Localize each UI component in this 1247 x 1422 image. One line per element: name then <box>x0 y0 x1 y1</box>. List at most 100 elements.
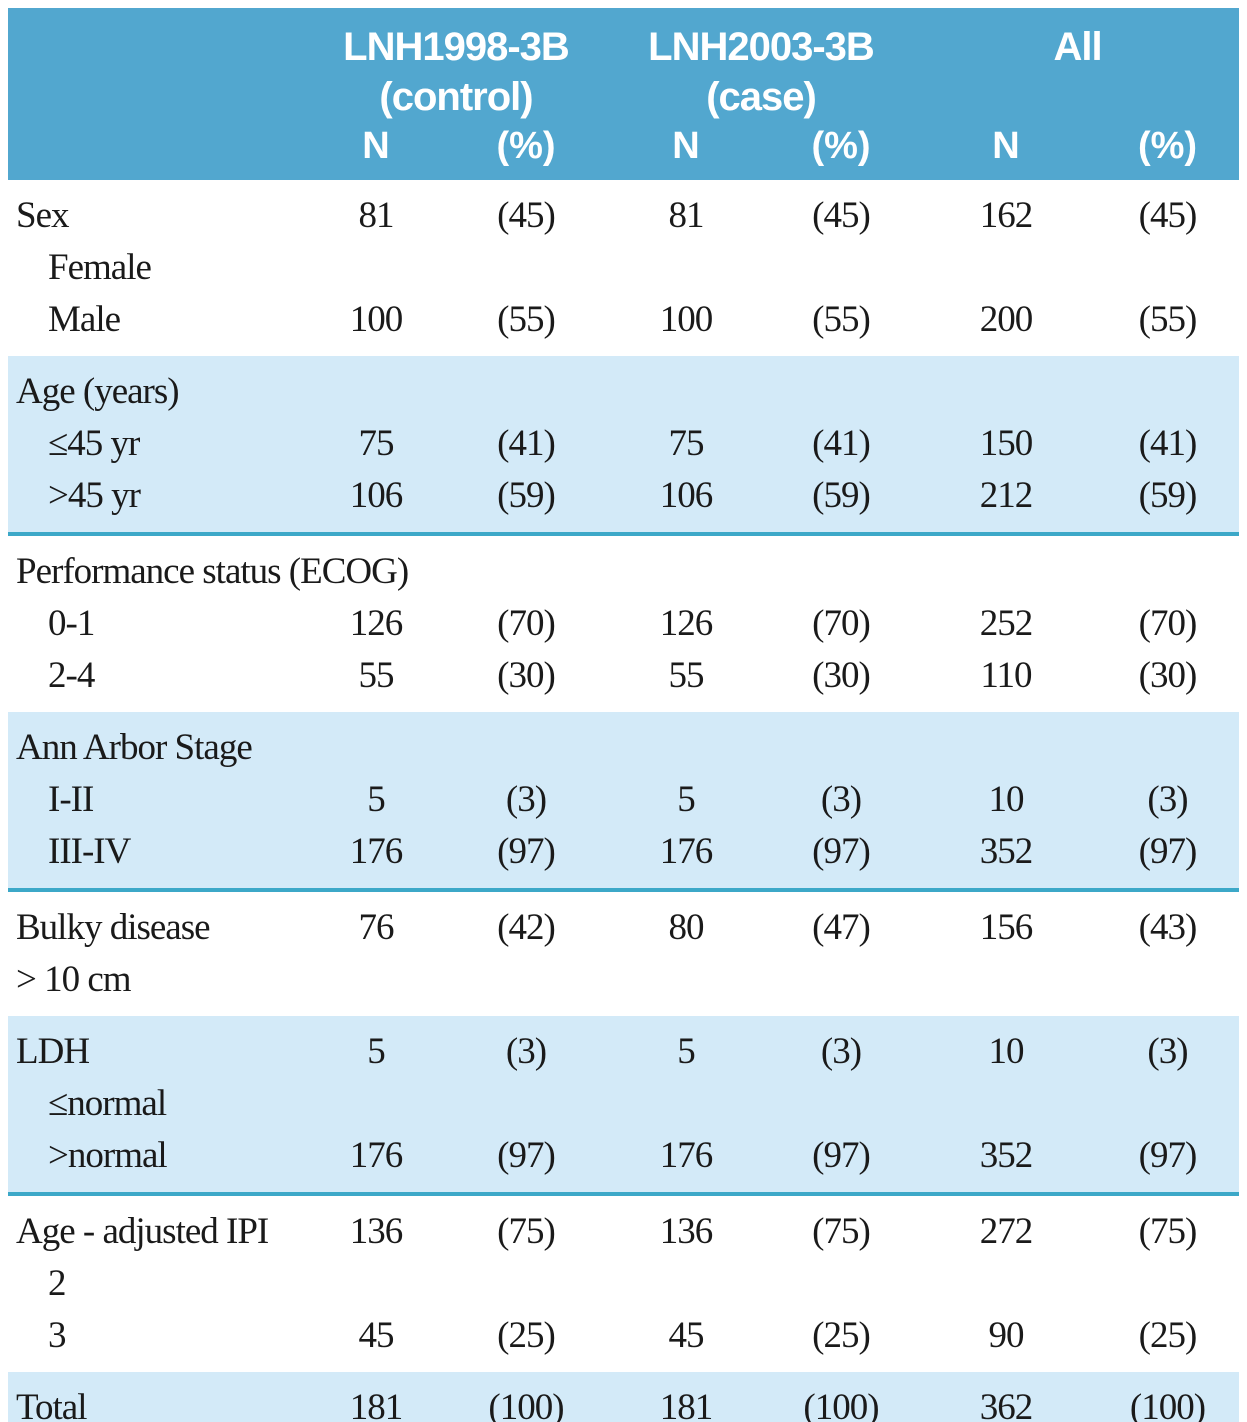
row-value-n: 176 <box>349 831 404 872</box>
col-header-n: N <box>992 125 1020 167</box>
row-value-pct: (30) <box>812 655 871 696</box>
row-value-pct <box>446 242 606 294</box>
row-value-pct: (70) <box>812 603 871 644</box>
row-value-n: 45 <box>358 1315 395 1356</box>
row-value-pct: (47) <box>812 907 871 948</box>
row-value-n <box>606 722 766 774</box>
row-value-n <box>606 1258 766 1310</box>
row-value-pct: (3) <box>1147 779 1188 820</box>
row-value-pct: (41) <box>1138 423 1198 464</box>
row-value-n: 176 <box>659 831 714 872</box>
row-label: Sex <box>16 195 70 236</box>
row-value-pct <box>766 1258 916 1310</box>
table-row: 2-4 55 (30) 55 (30) 110 (30) <box>8 650 1239 702</box>
header-spacer <box>8 72 306 122</box>
table-row: > 10 cm <box>8 954 1239 1006</box>
row-value-pct <box>766 1078 916 1130</box>
row-value-n <box>606 242 766 294</box>
table-section: Age (years) ≤45 yr 75 (41) 75 (41) 150 (41) >45 … <box>8 356 1239 536</box>
header-value-row: N (%) N (%) N (%) <box>8 122 1239 170</box>
row-value-n <box>916 366 1096 418</box>
row-value-pct: (100) <box>488 1387 564 1422</box>
table-row: >normal 176 (97) 176 (97) 352 (97) <box>8 1130 1239 1182</box>
row-value-n <box>306 366 446 418</box>
header-spacer <box>8 122 306 170</box>
row-value-n: 200 <box>979 299 1034 340</box>
row-value-n: 81 <box>358 195 395 236</box>
header-group-row: LNH1998-3B LNH2003-3B All <box>8 22 1239 72</box>
row-value-pct: (30) <box>1138 655 1198 696</box>
row-value-n <box>306 1258 446 1310</box>
row-value-pct: (97) <box>812 1135 871 1176</box>
row-value-n: 156 <box>979 907 1034 948</box>
table-header: LNH1998-3B LNH2003-3B All (control) (cas… <box>8 8 1239 180</box>
col-header-n: N <box>362 125 390 167</box>
row-value-pct: (55) <box>812 299 871 340</box>
row-value-pct: (3) <box>505 779 547 820</box>
row-label: Performance status (ECOG) <box>16 551 409 592</box>
row-value-n: 126 <box>659 603 714 644</box>
row-value-pct <box>446 722 606 774</box>
row-value-pct: (43) <box>1138 907 1198 948</box>
row-value-n: 5 <box>677 779 696 820</box>
row-value-n: 110 <box>980 655 1032 696</box>
row-value-pct <box>766 242 916 294</box>
row-value-pct <box>446 1258 606 1310</box>
row-label: >45 yr <box>48 475 141 516</box>
row-value-n: 352 <box>979 831 1034 872</box>
row-value-n: 76 <box>358 907 395 948</box>
row-label: ≤45 yr <box>48 423 140 464</box>
table-row: III-IV 176 (97) 176 (97) 352 (97) <box>8 826 1239 878</box>
row-value-pct: (97) <box>497 1135 556 1176</box>
row-value-n <box>306 1078 446 1130</box>
row-value-n: 212 <box>979 475 1034 516</box>
table-row: Bulky disease 76 (42) 80 (47) 156 (43) <box>8 902 1239 954</box>
table-row: Sex 81 (45) 81 (45) 162 (45) <box>8 190 1239 242</box>
row-value-pct: (41) <box>497 423 556 464</box>
table-section: Bulky disease 76 (42) 80 (47) 156 (43) > 10 cm <box>8 892 1239 1016</box>
row-value-pct: (45) <box>1138 195 1198 236</box>
row-value-pct: (55) <box>1138 299 1198 340</box>
row-value-pct: (59) <box>497 475 556 516</box>
row-value-n: 106 <box>659 475 714 516</box>
row-value-pct <box>446 1078 606 1130</box>
row-value-n: 100 <box>349 299 404 340</box>
row-value-n: 181 <box>349 1387 404 1422</box>
row-value-n: 75 <box>358 423 395 464</box>
row-value-pct <box>1096 366 1239 418</box>
row-value-n: 136 <box>349 1211 404 1252</box>
header-subtitle-row: (control) (case) <box>8 72 1239 122</box>
table-row: I-II 5 (3) 5 (3) 10 (3) <box>8 774 1239 826</box>
row-value-pct <box>446 954 606 1006</box>
table-row: Female <box>8 242 1239 294</box>
row-value-n <box>606 366 766 418</box>
row-value-n <box>606 1078 766 1130</box>
table-body: Sex 81 (45) 81 (45) 162 (45) Female Male 100 (55) 1… <box>8 180 1239 1422</box>
row-value-n: 352 <box>979 1135 1034 1176</box>
table-row: LDH 5 (3) 5 (3) 10 (3) <box>8 1026 1239 1078</box>
row-label: Female <box>48 247 152 288</box>
row-value-n: 176 <box>349 1135 404 1176</box>
table-row: Male 100 (55) 100 (55) 200 (55) <box>8 294 1239 346</box>
table-row: 3 45 (25) 45 (25) 90 (25) <box>8 1310 1239 1362</box>
row-value-pct <box>446 366 606 418</box>
row-value-pct: (97) <box>497 831 556 872</box>
row-label: 2-4 <box>48 655 95 696</box>
row-value-n: 81 <box>668 195 705 236</box>
row-value-pct: (70) <box>497 603 556 644</box>
row-label: 3 <box>48 1315 67 1356</box>
row-value-n: 5 <box>367 1031 386 1072</box>
row-value-n: 80 <box>668 907 705 948</box>
table-section: Total 181 (100) 181 (100) 362 (100) <box>8 1372 1239 1422</box>
row-value-n: 162 <box>979 195 1034 236</box>
row-label: Age - adjusted IPI <box>16 1211 269 1252</box>
row-value-n: 181 <box>659 1387 714 1422</box>
row-value-n: 252 <box>979 603 1034 644</box>
table-section: Ann Arbor Stage I-II 5 (3) 5 (3) 10 (3) III-IV 17… <box>8 712 1239 892</box>
row-value-n <box>306 242 446 294</box>
table-section: Sex 81 (45) 81 (45) 162 (45) Female Male 100 (55) 1… <box>8 180 1239 356</box>
row-value-n: 126 <box>349 603 404 644</box>
row-value-n: 150 <box>979 423 1034 464</box>
row-label: > 10 cm <box>16 959 132 1000</box>
